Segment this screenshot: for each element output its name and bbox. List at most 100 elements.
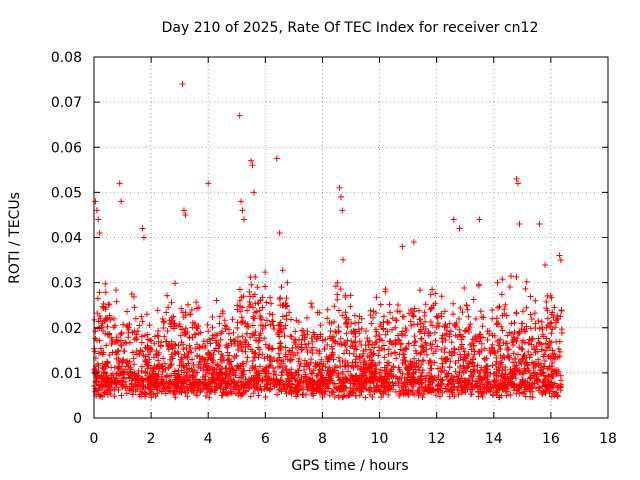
data-point	[308, 379, 315, 386]
data-point	[100, 327, 107, 334]
data-point	[329, 349, 336, 356]
data-point	[336, 377, 343, 384]
data-point	[558, 377, 565, 384]
data-point	[324, 306, 331, 313]
data-point	[337, 286, 344, 293]
data-point	[439, 363, 446, 370]
data-point	[371, 384, 378, 391]
data-point	[277, 339, 284, 346]
data-point	[444, 381, 451, 388]
data-point	[435, 388, 442, 395]
data-point	[270, 365, 277, 372]
data-point	[494, 279, 501, 286]
data-point	[369, 341, 376, 348]
data-point	[184, 377, 191, 384]
data-point	[504, 388, 511, 395]
data-point	[494, 304, 501, 311]
data-point	[210, 357, 217, 364]
data-point	[542, 340, 549, 347]
data-point	[139, 377, 146, 384]
data-point	[301, 341, 308, 348]
data-point	[196, 378, 203, 385]
data-point	[173, 383, 180, 390]
data-point	[498, 291, 505, 298]
data-point	[263, 380, 270, 387]
data-point	[501, 385, 508, 392]
data-point	[552, 367, 559, 374]
data-point	[474, 362, 481, 369]
data-point	[421, 312, 428, 319]
data-point	[396, 308, 403, 315]
data-point	[370, 350, 377, 357]
data-point	[403, 344, 410, 351]
data-point	[327, 371, 334, 378]
data-point	[239, 360, 246, 367]
data-point	[372, 310, 379, 317]
data-point	[504, 346, 511, 353]
data-point	[324, 355, 331, 362]
data-point	[145, 359, 152, 366]
data-point	[185, 350, 192, 357]
data-point	[316, 361, 323, 368]
data-point	[206, 394, 213, 401]
data-point	[180, 363, 187, 370]
data-point	[163, 309, 170, 316]
data-point	[516, 382, 523, 389]
data-point	[441, 345, 448, 352]
data-point	[227, 375, 234, 382]
data-point	[146, 322, 153, 329]
data-point	[250, 304, 257, 311]
data-point	[430, 377, 437, 384]
data-point	[410, 383, 417, 390]
data-point	[180, 360, 187, 367]
data-point	[265, 370, 272, 377]
data-point	[247, 301, 254, 308]
data-point	[372, 326, 379, 333]
data-point-outlier	[339, 207, 346, 214]
data-point	[511, 336, 518, 343]
data-point	[189, 372, 196, 379]
data-point	[92, 378, 99, 385]
data-point	[264, 373, 271, 380]
data-point	[362, 328, 369, 335]
data-point	[148, 337, 155, 344]
data-point	[331, 303, 338, 310]
data-point	[376, 359, 383, 366]
data-point	[230, 329, 237, 336]
data-point	[206, 336, 213, 343]
data-point	[304, 349, 311, 356]
data-point	[443, 373, 450, 380]
data-point	[522, 360, 529, 367]
y-axis-label: ROTI / TECUs	[7, 192, 23, 284]
data-point	[334, 291, 341, 298]
x-tick-label: 4	[204, 431, 213, 447]
data-point	[535, 356, 542, 363]
data-point	[500, 340, 507, 347]
data-point	[181, 387, 188, 394]
data-point	[527, 293, 534, 300]
data-point	[382, 286, 389, 293]
data-point	[484, 378, 491, 385]
data-point	[402, 362, 409, 369]
data-point	[345, 368, 352, 375]
data-point	[162, 338, 169, 345]
data-point	[290, 351, 297, 358]
data-point	[414, 321, 421, 328]
data-point	[188, 306, 195, 313]
data-point	[449, 386, 456, 393]
data-point	[97, 392, 104, 399]
data-point	[177, 332, 184, 339]
data-point	[470, 356, 477, 363]
data-point	[529, 394, 536, 401]
data-point	[356, 330, 363, 337]
data-point	[112, 349, 119, 356]
data-point	[475, 393, 482, 400]
data-point	[462, 377, 469, 384]
data-point	[193, 352, 200, 359]
data-point	[496, 342, 503, 349]
data-point	[122, 385, 129, 392]
data-point	[212, 337, 219, 344]
data-point	[269, 318, 276, 325]
data-point	[366, 364, 373, 371]
data-point	[406, 310, 413, 317]
